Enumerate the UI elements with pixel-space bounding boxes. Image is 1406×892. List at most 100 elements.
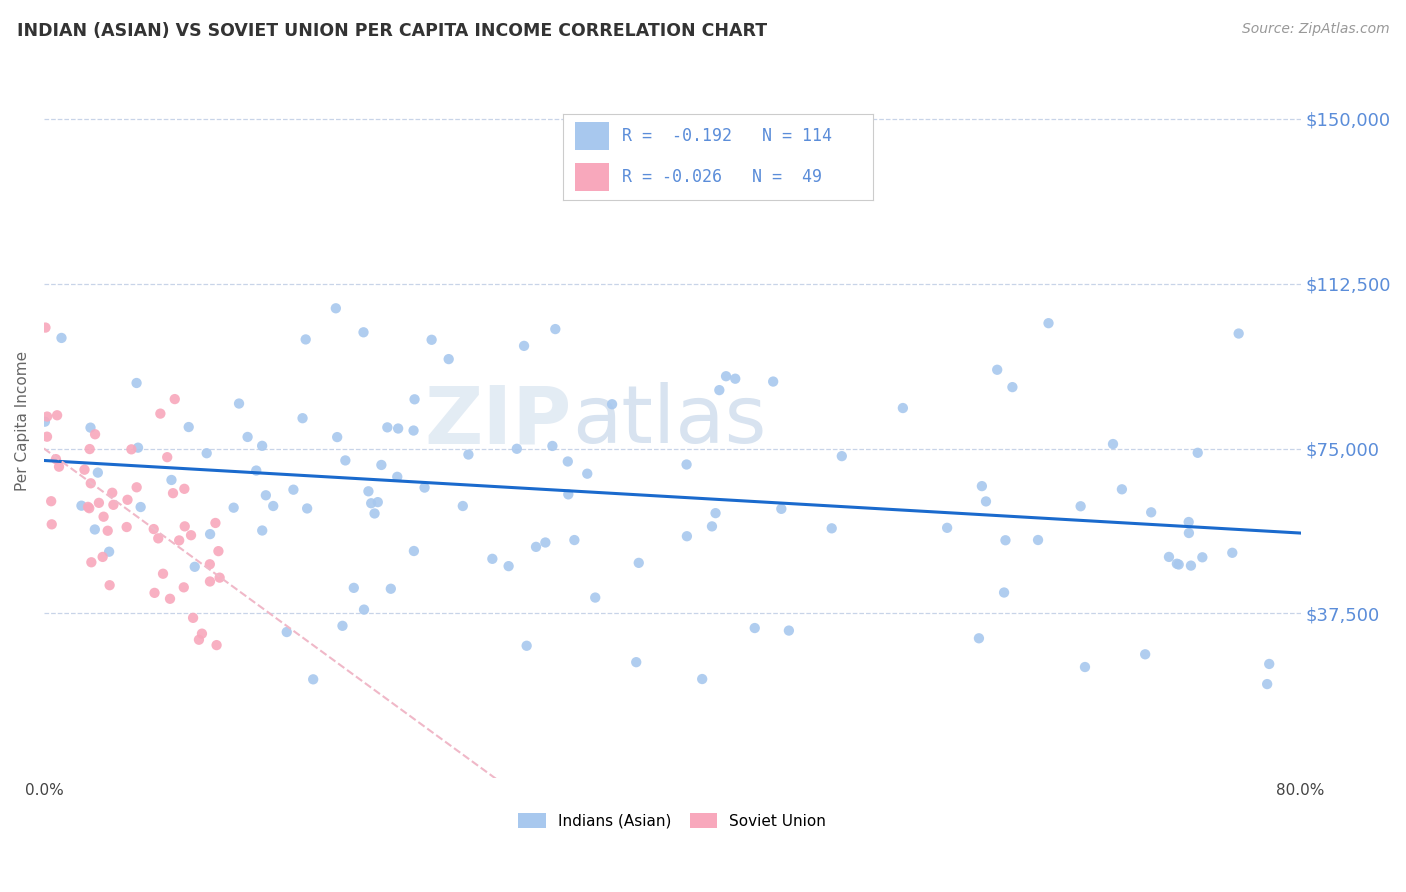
Point [120, 442, 142, 457]
Point [1191, 550, 1213, 565]
Point [173, 580, 195, 594]
Point [994, 533, 1017, 548]
Point [1157, 549, 1180, 564]
Point [630, 165, 652, 179]
Point [245, 464, 267, 478]
Point [714, 369, 737, 384]
Point [821, 521, 844, 535]
Point [1001, 380, 1024, 394]
Point [1220, 546, 1243, 560]
Point [831, 449, 853, 463]
Point [79, 420, 101, 434]
Point [1187, 446, 1209, 460]
Point [627, 556, 650, 570]
Point [413, 481, 436, 495]
Point [34, 415, 56, 429]
Point [160, 473, 183, 487]
Point [676, 529, 699, 543]
Point [1140, 505, 1163, 519]
Point [544, 322, 567, 336]
Y-axis label: Per Capita Income: Per Capita Income [15, 351, 30, 491]
Point [363, 507, 385, 521]
Point [46, 409, 69, 423]
Point [198, 558, 221, 572]
Point [778, 624, 800, 638]
Point [294, 333, 316, 347]
Point [1102, 437, 1125, 451]
Point [91, 549, 114, 564]
Point [187, 632, 209, 647]
Point [451, 499, 474, 513]
Point [37, 409, 59, 424]
Point [370, 458, 392, 472]
Point [700, 519, 723, 533]
Point [513, 339, 536, 353]
Point [98, 578, 121, 592]
Point [149, 407, 172, 421]
Point [1258, 657, 1281, 671]
Point [35, 430, 58, 444]
FancyBboxPatch shape [575, 163, 609, 191]
Point [516, 639, 538, 653]
Point [1256, 677, 1278, 691]
Point [332, 619, 354, 633]
Point [557, 454, 579, 468]
Point [457, 448, 479, 462]
Point [1178, 526, 1201, 541]
Point [506, 442, 529, 456]
Point [252, 524, 274, 538]
Point [98, 545, 121, 559]
Point [1026, 533, 1049, 547]
Text: ZIP: ZIP [425, 382, 572, 460]
Point [420, 333, 443, 347]
Point [167, 533, 190, 548]
Point [250, 439, 273, 453]
Point [402, 424, 425, 438]
Point [1177, 515, 1199, 529]
Point [80, 476, 103, 491]
Point [73, 463, 96, 477]
Point [77, 500, 100, 514]
Point [115, 520, 138, 534]
Point [353, 602, 375, 616]
Point [770, 501, 793, 516]
Point [1133, 648, 1156, 662]
Point [1227, 326, 1250, 341]
Point [970, 479, 993, 493]
Point [375, 420, 398, 434]
Point [402, 544, 425, 558]
Point [335, 453, 357, 467]
Text: Source: ZipAtlas.com: Source: ZipAtlas.com [1241, 22, 1389, 37]
Point [360, 496, 382, 510]
Point [291, 411, 314, 425]
Point [148, 532, 170, 546]
Point [84, 427, 107, 442]
Point [207, 544, 229, 558]
Point [936, 521, 959, 535]
Point [709, 383, 731, 397]
Point [143, 586, 166, 600]
Point [626, 655, 648, 669]
Point [34, 320, 56, 334]
Point [236, 430, 259, 444]
Point [534, 535, 557, 549]
Point [724, 372, 747, 386]
Point [51, 331, 73, 345]
Point [125, 480, 148, 494]
Point [173, 482, 195, 496]
Point [152, 566, 174, 581]
Point [208, 571, 231, 585]
Point [557, 487, 579, 501]
Point [83, 523, 105, 537]
Point [191, 626, 214, 640]
Point [87, 496, 110, 510]
Point [80, 555, 103, 569]
Point [1038, 316, 1060, 330]
Point [198, 574, 221, 589]
Point [228, 396, 250, 410]
Point [326, 430, 349, 444]
Point [93, 509, 115, 524]
Point [675, 458, 697, 472]
Point [564, 533, 586, 547]
Point [87, 466, 110, 480]
